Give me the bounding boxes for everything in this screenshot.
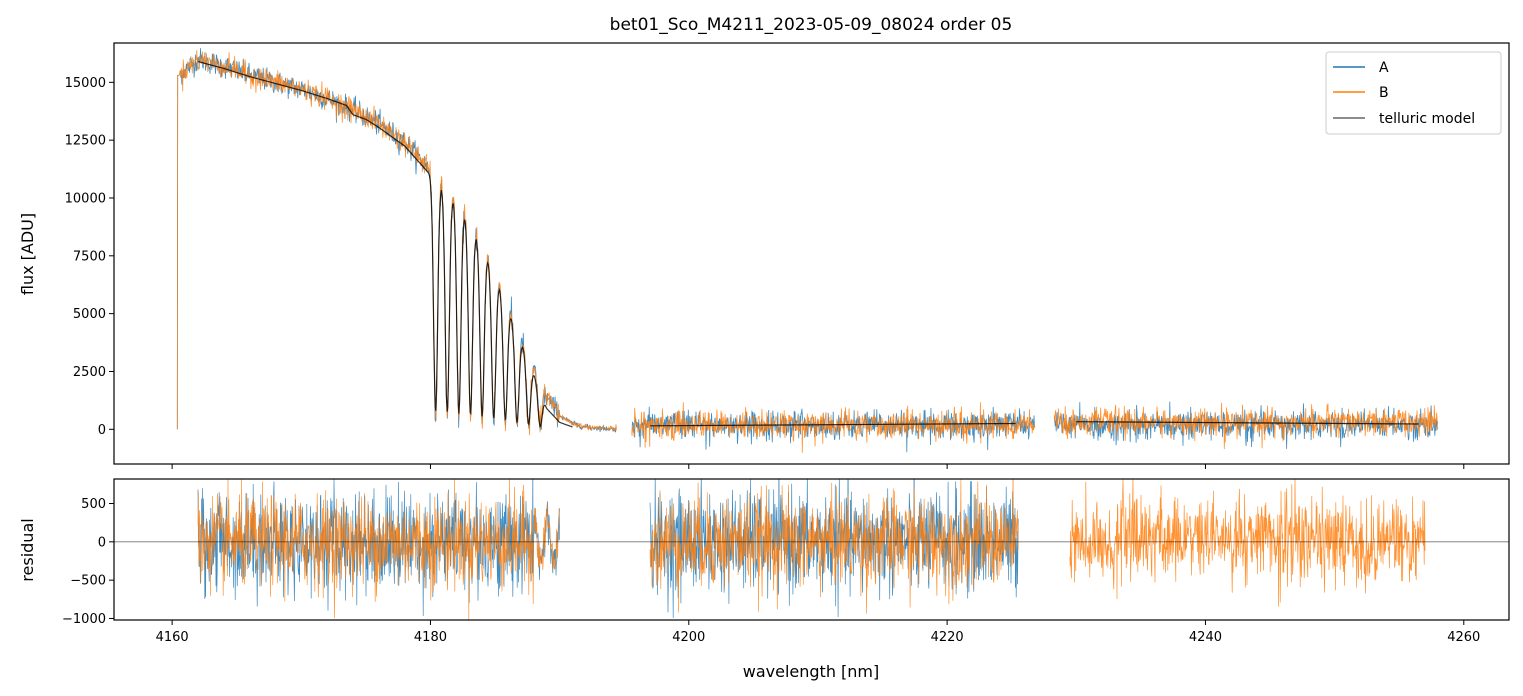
chart-title: bet01_Sco_M4211_2023-05-09_08024 order 0… <box>610 15 1013 35</box>
flux-series-a-seg-0 <box>176 48 617 433</box>
residual-series-b-seg-1 <box>649 479 1019 614</box>
flux-ytick-label: 15000 <box>65 76 106 91</box>
legend-label-b: B <box>1379 85 1389 101</box>
xtick-label: 4180 <box>414 630 447 645</box>
flux-panel-frame <box>113 42 1510 465</box>
flux-ytick-label: 7500 <box>73 249 106 264</box>
flux-ytick-label: 10000 <box>65 191 106 206</box>
flux-ytick-label: 0 <box>98 423 106 438</box>
residual-ytick-label: −1000 <box>62 612 106 627</box>
telluric-model-seg-1 <box>650 422 1016 427</box>
legend-label-telluric: telluric model <box>1379 111 1475 127</box>
legend-label-a: A <box>1379 60 1389 76</box>
residual-panel-frame <box>113 478 1510 621</box>
xtick-label: 4240 <box>1189 630 1222 645</box>
telluric-model-seg-0 <box>197 60 573 428</box>
residual-series-b-seg-2 <box>1069 479 1426 607</box>
residual-panel: −1000 −500 0 500 4160 4180 4200 4220 4240 4260 r… <box>18 478 1510 645</box>
telluric-model-seg-2 <box>1076 421 1419 425</box>
residual-series-b-seg-0 <box>197 479 560 620</box>
flux-series-b-seg-0 <box>176 50 617 436</box>
flux-panel: 0 2500 5000 7500 10000 12500 15000 flux [ADU] <box>18 42 1510 469</box>
xtick-label: 4260 <box>1447 630 1480 645</box>
xtick-label: 4160 <box>156 630 189 645</box>
flux-ytick-label: 12500 <box>65 134 106 149</box>
legend-box <box>1325 51 1502 135</box>
flux-ylabel: flux [ADU] <box>18 213 37 295</box>
flux-ytick-label: 5000 <box>73 307 106 322</box>
residual-ytick-label: −500 <box>70 574 106 589</box>
flux-ytick-label: 2500 <box>73 365 106 380</box>
xtick-label: 4200 <box>672 630 705 645</box>
residual-ylabel: residual <box>18 518 37 581</box>
x-axis-label: wavelength [nm] <box>743 662 880 681</box>
residual-series-a-seg-1 <box>649 479 1019 619</box>
xtick-label: 4220 <box>931 630 964 645</box>
flux-series-b-seg-2 <box>1053 402 1439 450</box>
residual-ytick-label: 500 <box>81 497 106 512</box>
legend: A B telluric model <box>1325 51 1502 135</box>
residual-ytick-label: 0 <box>98 535 106 550</box>
